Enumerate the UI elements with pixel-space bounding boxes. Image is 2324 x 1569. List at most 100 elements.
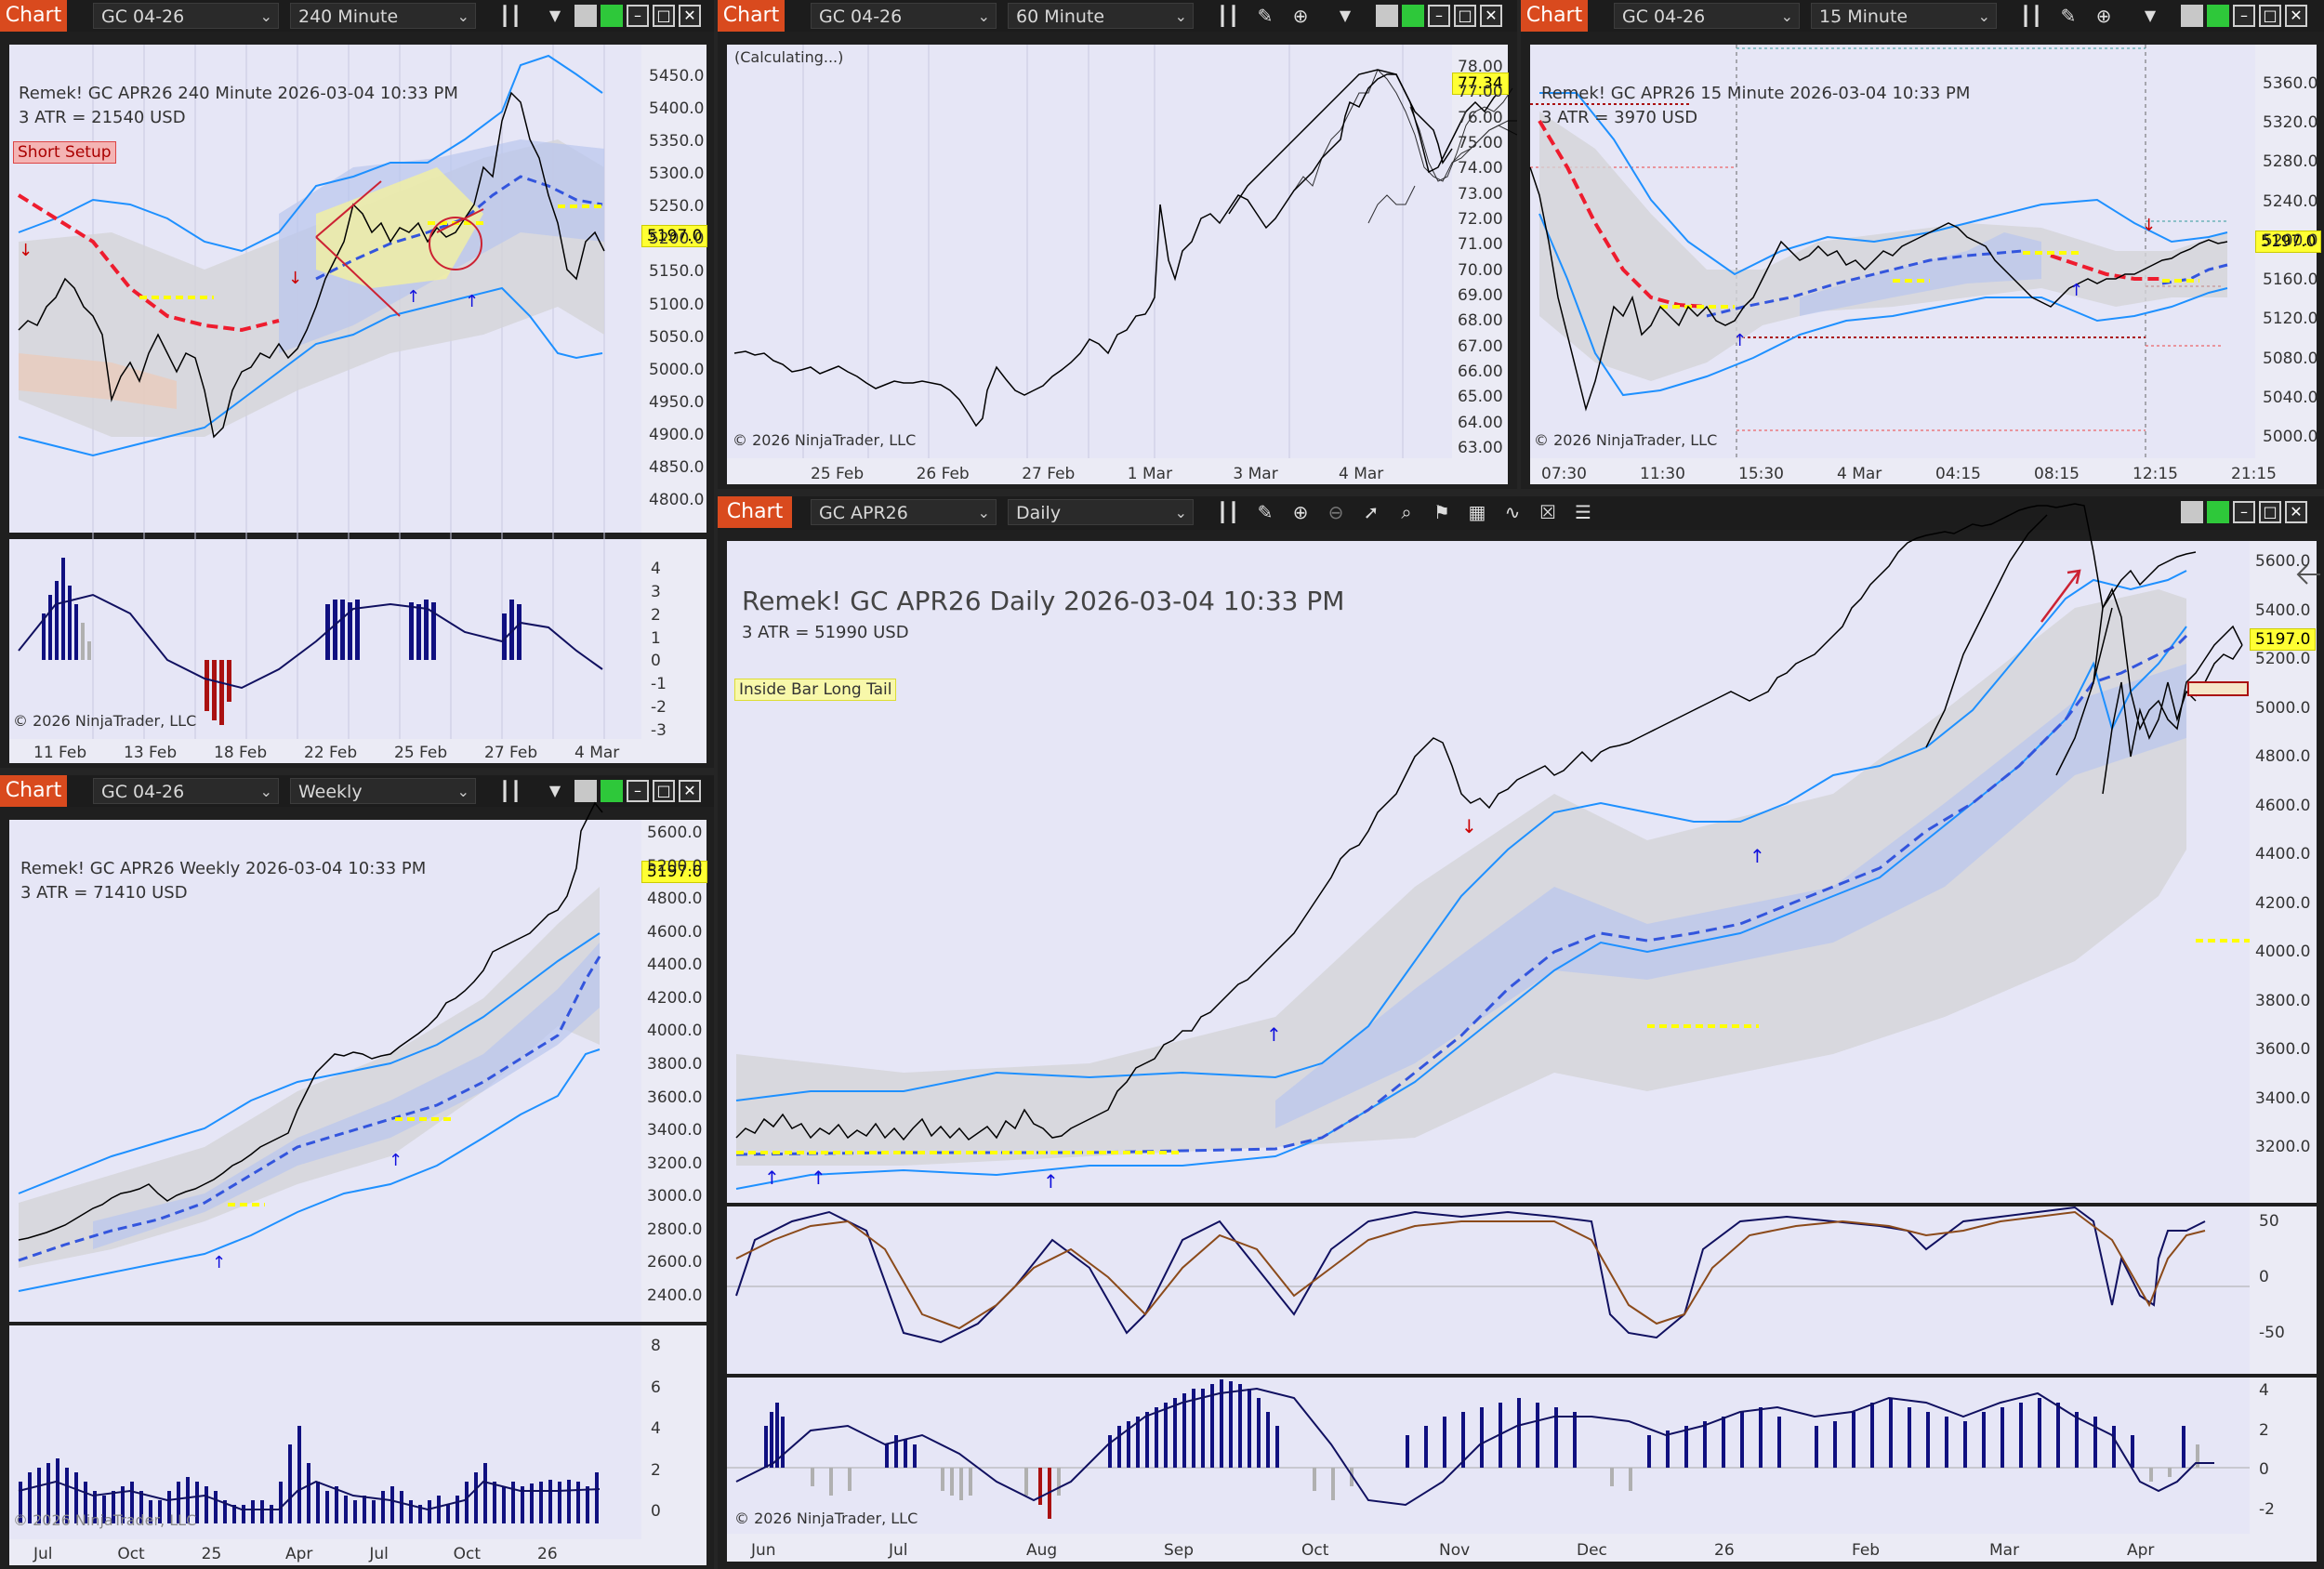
oscillator-axis[interactable]: [2250, 1378, 2317, 1534]
interval-selector[interactable]: 240 Minute ⌄: [290, 3, 476, 29]
close-icon[interactable]: ✕: [679, 5, 701, 27]
axis-tick: -3: [651, 721, 667, 740]
minimize-icon[interactable]: –: [627, 5, 649, 27]
panel-green-icon[interactable]: [601, 5, 623, 27]
oscillator-axis[interactable]: [641, 1325, 706, 1539]
instrument-selector[interactable]: GC 04-26 ⌄: [93, 778, 279, 804]
bar-type-icon[interactable]: ┃┃: [498, 5, 522, 27]
maximize-icon[interactable]: □: [653, 780, 675, 802]
zoom-in-icon[interactable]: ⊕: [2095, 5, 2112, 27]
interval-selector[interactable]: 15 Minute ⌄: [1811, 3, 1997, 29]
time-axis[interactable]: [727, 458, 1508, 484]
axis-tick: 25 Feb: [394, 744, 448, 762]
templates-icon[interactable]: ☒: [1539, 501, 1556, 523]
list-icon[interactable]: ☰: [1575, 501, 1591, 523]
bar-type-icon[interactable]: ┃┃: [2019, 5, 2043, 27]
chart-tab[interactable]: Chart: [718, 496, 792, 528]
axis-tick: 74.00: [1458, 159, 1503, 178]
copyright: © 2026 NinjaTrader, LLC: [13, 712, 197, 730]
minimize-icon[interactable]: –: [2233, 5, 2255, 27]
strategies-icon[interactable]: ▦: [1468, 501, 1486, 523]
maximize-icon[interactable]: □: [2259, 501, 2281, 523]
chevron-down-icon[interactable]: ▼: [548, 7, 561, 24]
chevron-down-icon[interactable]: ▼: [1339, 7, 1352, 24]
panel-grey-icon[interactable]: [2181, 5, 2203, 27]
properties-icon[interactable]: ⚑: [1433, 501, 1450, 523]
chart-tab[interactable]: Chart: [0, 0, 67, 32]
atr-label: 3 ATR = 71410 USD: [20, 883, 188, 903]
chart-title: Remek! GC APR26 240 Minute 2026-03-04 10…: [19, 84, 458, 103]
price-axis[interactable]: [641, 45, 706, 533]
data-box-icon[interactable]: ⌕: [1401, 501, 1412, 523]
oscillator-bars: [42, 558, 522, 725]
interval-selector[interactable]: 60 Minute ⌄: [1008, 3, 1194, 29]
cursor-icon[interactable]: ➚: [1363, 501, 1380, 523]
chevron-down-icon[interactable]: ▼: [2144, 7, 2157, 24]
panel-grey-icon[interactable]: [574, 780, 597, 802]
minimize-icon[interactable]: –: [1428, 5, 1450, 27]
close-icon[interactable]: ✕: [2285, 5, 2307, 27]
instrument-selector[interactable]: GC 04-26 ⌄: [1614, 3, 1800, 29]
panel-grey-icon[interactable]: [1376, 5, 1398, 27]
interval-label: Weekly: [298, 782, 363, 802]
instrument-selector[interactable]: GC 04-26 ⌄: [93, 3, 279, 29]
time-axis[interactable]: [9, 739, 706, 763]
price-axis[interactable]: [1452, 45, 1508, 458]
stochastic-panel[interactable]: [727, 1206, 2250, 1374]
time-axis[interactable]: [727, 1534, 2317, 1562]
bar-type-icon[interactable]: ┃┃: [1216, 501, 1240, 523]
price-axis[interactable]: [641, 820, 706, 1322]
bar-type-icon[interactable]: ┃┃: [498, 780, 522, 802]
axis-tick: 5300.0: [649, 165, 705, 184]
panel-green-icon[interactable]: [2207, 5, 2229, 27]
indicators-icon[interactable]: ∿: [1504, 501, 1521, 523]
bar-type-icon[interactable]: ┃┃: [1216, 5, 1240, 27]
panel-grey-icon[interactable]: [574, 5, 597, 27]
axis-tick: Mar: [1989, 1541, 2020, 1560]
close-icon[interactable]: ✕: [2285, 501, 2307, 523]
chart-window-weekly: Chart GC 04-26 ⌄ Weekly ⌄ ┃┃ ▼ – □ ✕ ↑ ↑ R…: [0, 775, 714, 1569]
pencil-icon[interactable]: ✎: [1257, 501, 1274, 523]
chart-15-svg: ↑ ↑ ↓: [1529, 45, 2228, 458]
zoom-out-icon[interactable]: ⊖: [1327, 501, 1344, 523]
axis-tick: 0: [651, 652, 661, 671]
panel-green-icon[interactable]: [601, 780, 623, 802]
instrument-selector[interactable]: GC 04-26 ⌄: [811, 3, 997, 29]
close-icon[interactable]: ✕: [1480, 5, 1502, 27]
pencil-icon[interactable]: ✎: [1257, 5, 1274, 27]
chevron-down-icon[interactable]: ▼: [548, 782, 561, 799]
close-icon[interactable]: ✕: [679, 780, 701, 802]
back-arrow-icon[interactable]: [2296, 564, 2320, 585]
panel-green-icon[interactable]: [1402, 5, 1424, 27]
oscillator-axis[interactable]: [641, 539, 706, 739]
time-axis[interactable]: [1530, 458, 2317, 484]
zoom-in-icon[interactable]: ⊕: [1292, 5, 1309, 27]
instrument-selector[interactable]: GC APR26 ⌄: [811, 499, 997, 525]
axis-tick: 26 Feb: [916, 465, 970, 483]
last-price-tag: 77.34: [1452, 73, 1509, 95]
axis-tick: 0: [651, 1502, 661, 1521]
chart-tab[interactable]: Chart: [718, 0, 785, 32]
setup-label: Short Setup: [13, 141, 116, 164]
interval-label: Daily: [1016, 503, 1062, 523]
maximize-icon[interactable]: □: [1454, 5, 1476, 27]
atr-label: 3 ATR = 3970 USD: [1541, 108, 1698, 127]
price-panel[interactable]: [727, 45, 1452, 458]
panel-grey-icon[interactable]: [2181, 501, 2203, 523]
interval-selector[interactable]: Daily ⌄: [1008, 499, 1194, 525]
maximize-icon[interactable]: □: [2259, 5, 2281, 27]
price-axis[interactable]: [2250, 541, 2317, 1203]
minimize-icon[interactable]: –: [2233, 501, 2255, 523]
pencil-icon[interactable]: ✎: [2060, 5, 2077, 27]
minimize-icon[interactable]: –: [627, 780, 649, 802]
time-axis[interactable]: [9, 1539, 706, 1565]
chart-tab[interactable]: Chart: [0, 775, 67, 807]
chart-tab[interactable]: Chart: [1521, 0, 1588, 32]
zoom-in-icon[interactable]: ⊕: [1292, 501, 1309, 523]
maximize-icon[interactable]: □: [653, 5, 675, 27]
panel-green-icon[interactable]: [2207, 501, 2229, 523]
interval-selector[interactable]: Weekly ⌄: [290, 778, 476, 804]
axis-tick: 2400.0: [647, 1286, 703, 1305]
stochastic-axis[interactable]: [2250, 1206, 2317, 1374]
axis-tick: 2: [651, 605, 661, 625]
